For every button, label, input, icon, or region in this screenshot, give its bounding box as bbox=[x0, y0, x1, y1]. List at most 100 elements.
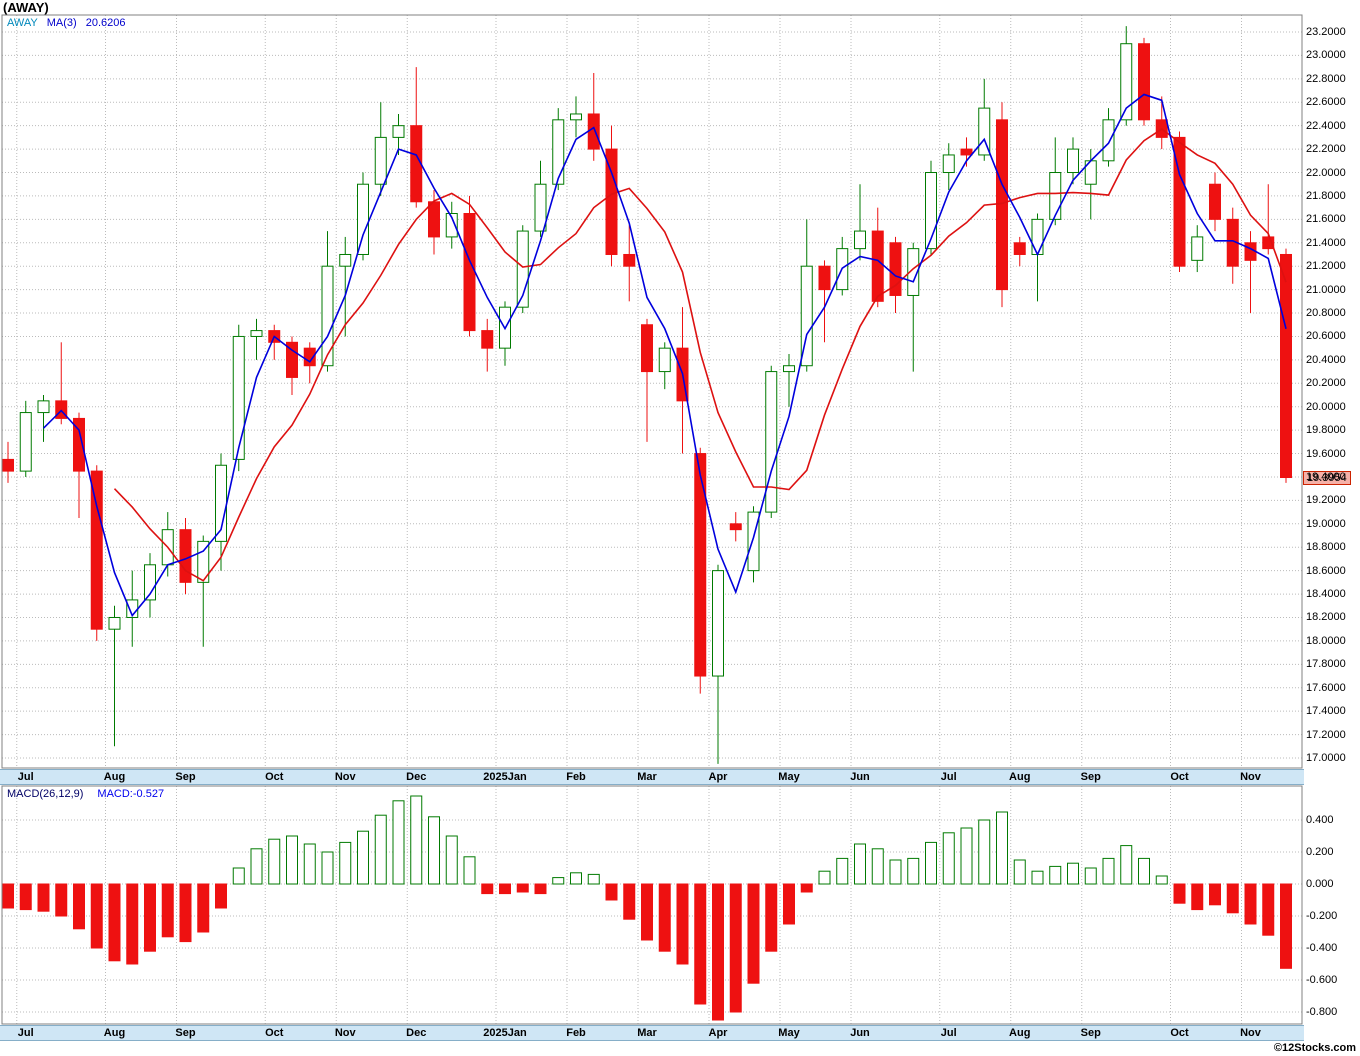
candle-up bbox=[925, 172, 937, 250]
macd-axis-label: -0.200 bbox=[1306, 910, 1338, 922]
candle-down bbox=[2, 458, 14, 472]
month-label: 2025Jan bbox=[483, 771, 527, 783]
month-label: Oct bbox=[265, 771, 284, 783]
price-axis-label: 22.2000 bbox=[1306, 143, 1346, 156]
candle-down bbox=[481, 330, 494, 349]
price-axis-label: 17.2000 bbox=[1306, 728, 1346, 741]
price-axis-label: 21.8000 bbox=[1306, 189, 1346, 202]
month-label: Aug bbox=[1009, 771, 1031, 783]
macd-bar bbox=[729, 883, 742, 1013]
macd-axis-label: 0.000 bbox=[1306, 878, 1334, 890]
month-label: Dec bbox=[406, 771, 427, 783]
candle-up bbox=[197, 540, 210, 583]
macd-panel-border bbox=[1, 785, 1303, 1025]
macd-bar bbox=[268, 838, 281, 885]
macd-bar bbox=[144, 883, 156, 952]
macd-bar bbox=[552, 877, 565, 885]
month-label: Oct bbox=[1170, 771, 1189, 783]
macd-bar bbox=[516, 883, 529, 893]
macd-bar bbox=[499, 883, 511, 895]
month-label: 2025Jan bbox=[483, 1027, 527, 1039]
macd-bar bbox=[605, 883, 618, 901]
candle-down bbox=[1173, 136, 1186, 267]
month-label: Dec bbox=[406, 1027, 427, 1039]
macd-bar bbox=[392, 800, 405, 885]
macd-bar bbox=[19, 883, 32, 911]
candle-up bbox=[321, 265, 334, 367]
macd-bar bbox=[1280, 883, 1292, 969]
candle-up bbox=[1120, 43, 1133, 121]
price-axis-label: 21.0000 bbox=[1306, 283, 1346, 296]
month-label: Mar bbox=[637, 1027, 657, 1039]
macd-bar bbox=[978, 819, 991, 885]
macd-bar bbox=[250, 848, 263, 885]
month-label: Jun bbox=[850, 1027, 870, 1039]
month-label: Aug bbox=[103, 1027, 126, 1039]
legend-ma-label: MA(3) bbox=[46, 17, 77, 29]
candle-up bbox=[250, 330, 263, 337]
macd-bar bbox=[108, 883, 121, 962]
price-axis-label: 18.4000 bbox=[1306, 588, 1346, 601]
macd-bar bbox=[321, 851, 334, 885]
macd-bar bbox=[1049, 865, 1062, 885]
macd-bar bbox=[996, 811, 1008, 885]
macd-bar bbox=[286, 835, 298, 885]
candle-up bbox=[392, 125, 405, 138]
macd-bar bbox=[1120, 845, 1133, 885]
macd-bar bbox=[854, 843, 866, 885]
candle-down bbox=[1013, 242, 1026, 255]
candle-up bbox=[534, 183, 547, 232]
candle-down bbox=[428, 201, 440, 238]
legend-ma-value: 20.6206 bbox=[85, 17, 126, 29]
macd-bar bbox=[783, 883, 795, 925]
candle-down bbox=[871, 230, 884, 302]
x-axis-months-bottom: Jul Aug Sep Oct Nov Dec 2025Jan Feb Mar Apr May Jun… bbox=[0, 1025, 1304, 1041]
price-axis-label: 17.6000 bbox=[1306, 681, 1346, 694]
macd-bar bbox=[37, 883, 50, 912]
macd-bar bbox=[534, 883, 547, 895]
macd-bar bbox=[73, 883, 85, 930]
candle-down bbox=[641, 324, 653, 373]
macd-legend-value: MACD:-0.527 bbox=[97, 788, 165, 800]
candle-up bbox=[747, 511, 760, 572]
macd-bar bbox=[2, 883, 14, 909]
price-axis-label: 19.8000 bbox=[1306, 424, 1346, 437]
candle-up bbox=[232, 335, 245, 460]
macd-bar bbox=[463, 856, 476, 885]
macd-bar bbox=[215, 883, 227, 909]
candle-up bbox=[942, 154, 955, 174]
macd-legend: MACD(26,12,9) MACD:-0.527 bbox=[7, 788, 164, 800]
macd-bar bbox=[1244, 883, 1257, 925]
price-axis-label: 23.2000 bbox=[1306, 26, 1346, 38]
price-axis-label: 21.4000 bbox=[1306, 236, 1346, 249]
month-label: May bbox=[778, 1027, 800, 1039]
candle-up bbox=[783, 365, 795, 373]
macd-bar bbox=[712, 883, 724, 1021]
macd-bar bbox=[1013, 859, 1026, 885]
copyright-link[interactable]: ©12Stocks.com bbox=[1273, 1042, 1356, 1054]
macd-bar bbox=[481, 883, 494, 895]
macd-bar bbox=[641, 883, 653, 941]
month-label: Mar bbox=[637, 771, 657, 783]
macd-bar bbox=[126, 883, 139, 965]
macd-bar bbox=[1155, 875, 1168, 885]
candle-up bbox=[1049, 172, 1062, 220]
price-axis-label: 19.0000 bbox=[1306, 517, 1346, 530]
candle-down bbox=[623, 253, 636, 267]
macd-bar bbox=[410, 795, 423, 885]
ma3-line bbox=[42, 93, 1287, 618]
macd-bar bbox=[676, 883, 689, 965]
price-axis-label: 18.0000 bbox=[1306, 634, 1346, 647]
candle-up bbox=[907, 248, 920, 296]
macd-bar bbox=[570, 872, 582, 885]
candle-up bbox=[658, 347, 671, 373]
macd-axis-label: 0.200 bbox=[1306, 846, 1334, 858]
candle-up bbox=[445, 213, 458, 238]
candle-down bbox=[73, 417, 85, 472]
macd-bar bbox=[623, 883, 636, 920]
month-label: Jul bbox=[940, 771, 957, 783]
price-axis-label: 18.2000 bbox=[1306, 611, 1346, 624]
macd-bar bbox=[1138, 857, 1150, 885]
price-legend: AWAY MA(3) 20.6206 bbox=[7, 17, 125, 29]
